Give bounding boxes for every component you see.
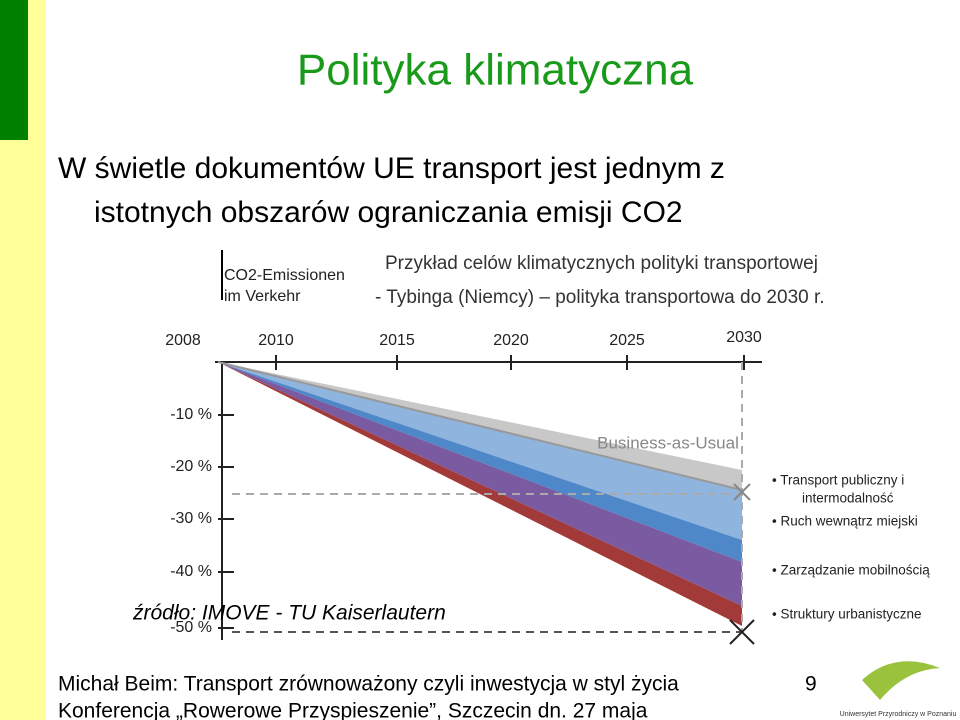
logo-text: Uniwersytet Przyrodniczy w Poznaniu — [840, 711, 957, 718]
figure-heading: CO2-Emissionen — [224, 267, 345, 284]
logo-mark — [862, 661, 940, 700]
side-block — [0, 0, 28, 140]
year-label: 2008 — [165, 332, 201, 349]
cross — [729, 619, 755, 645]
title: Polityka klimatyczna — [297, 46, 694, 95]
measure-label: • Zarządzanie mobilnością — [772, 563, 930, 578]
level-label: -30 % — [170, 510, 212, 527]
year-label: 2030 — [726, 329, 762, 346]
year-label: 2015 — [379, 332, 415, 349]
body-line: W świetle dokumentów UE transport jest j… — [58, 152, 725, 185]
measure-label: • Struktury urbanistyczne — [772, 607, 922, 622]
cross — [733, 483, 751, 501]
caption-line: - Tybinga (Niemcy) – polityka transporto… — [375, 287, 825, 308]
level-label: -50 % — [170, 619, 212, 636]
measure-label: • Ruch wewnątrz miejski — [772, 514, 918, 529]
figure-heading: im Verkehr — [224, 288, 301, 305]
year-label: 2025 — [609, 332, 645, 349]
caption-line: Przykład celów klimatycznych polityki tr… — [385, 253, 818, 274]
page-number: 9 — [805, 673, 817, 696]
footer-line: Konferencja „Rowerowe Przyspieszenie”, S… — [58, 700, 648, 720]
source: źródło: IMOVE - TU Kaiserlautern — [132, 602, 446, 625]
year-label: 2010 — [258, 332, 294, 349]
measure-label-cont: intermodalność — [802, 491, 894, 506]
level-label: -20 % — [170, 458, 212, 475]
level-label: -40 % — [170, 563, 212, 580]
band-urban-structure — [218, 362, 742, 626]
level-label: -10 % — [170, 406, 212, 423]
measure-label: • Transport publiczny i — [772, 473, 904, 488]
baseline-label: Business-as-Usual — [597, 433, 739, 452]
year-label: 2020 — [493, 332, 529, 349]
body-line: istotnych obszarów ograniczania emisji C… — [94, 196, 683, 229]
footer-line: Michał Beim: Transport zrównoważony czyl… — [58, 673, 679, 696]
baseline-line — [217, 361, 743, 491]
